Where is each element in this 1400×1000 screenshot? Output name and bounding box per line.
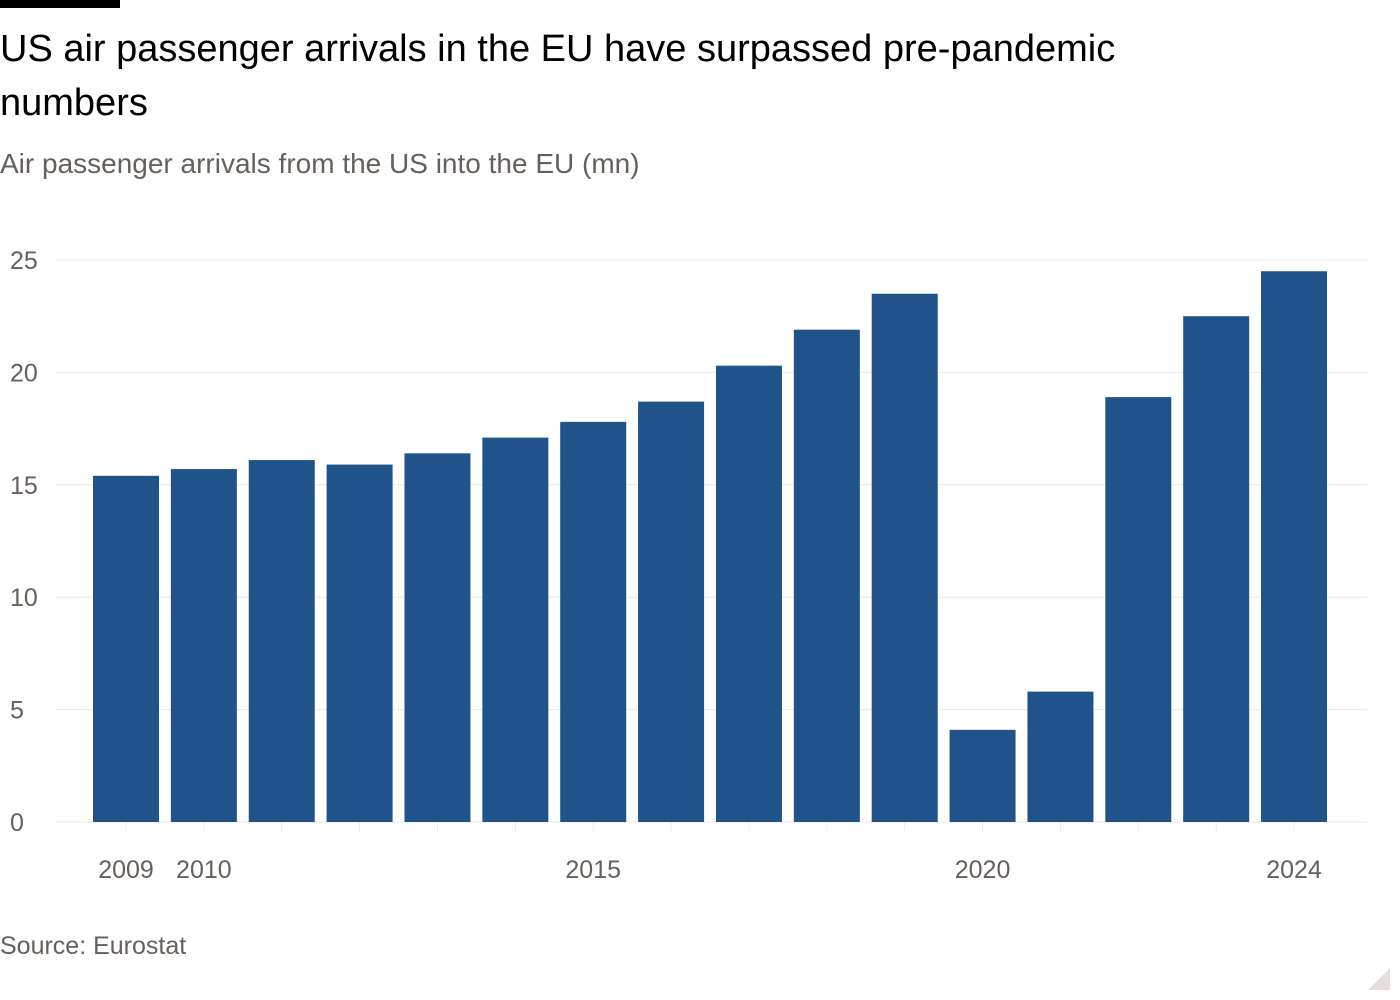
bar-2017 bbox=[715, 365, 782, 822]
bar-2014 bbox=[482, 437, 549, 822]
y-tick-label-10: 10 bbox=[10, 584, 38, 612]
brand-bar bbox=[0, 0, 120, 8]
bar-2016 bbox=[638, 401, 705, 822]
bar-2022 bbox=[1105, 397, 1172, 822]
x-axis-tick-labels: 2009 2010 2015 2020 2024 bbox=[98, 856, 1322, 884]
bar-2015 bbox=[560, 421, 627, 822]
chart-subtitle: Air passenger arrivals from the US into … bbox=[0, 148, 640, 179]
x-tick-label-2009: 2009 bbox=[98, 856, 154, 884]
x-axis-ticks bbox=[125, 822, 1295, 831]
bar-2010 bbox=[170, 469, 237, 822]
x-tick-label-2015: 2015 bbox=[565, 856, 621, 884]
y-tick-label-25: 25 bbox=[10, 247, 38, 275]
x-tick-label-2020: 2020 bbox=[955, 856, 1011, 884]
bar-2011 bbox=[248, 460, 315, 822]
y-tick-label-0: 0 bbox=[10, 809, 24, 837]
bars bbox=[93, 271, 1328, 823]
bar-2009 bbox=[93, 475, 159, 822]
bar-2023 bbox=[1183, 316, 1250, 822]
bar-2012 bbox=[326, 464, 393, 822]
bar-2013 bbox=[404, 453, 471, 822]
y-axis-tick-labels: 0 5 10 15 20 25 bbox=[10, 247, 38, 837]
bar-chart: 0 5 10 15 20 25 2009 2010 2015 2020 2024 bbox=[10, 247, 1367, 884]
y-tick-label-5: 5 bbox=[10, 697, 24, 725]
bar-2020 bbox=[949, 729, 1016, 822]
y-tick-label-20: 20 bbox=[10, 359, 38, 387]
bar-2019 bbox=[871, 293, 938, 823]
x-tick-label-2010: 2010 bbox=[176, 856, 232, 884]
bar-2024 bbox=[1261, 271, 1328, 822]
chart-title: US air passenger arrivals in the EU have… bbox=[0, 28, 1116, 124]
x-tick-label-2024: 2024 bbox=[1266, 856, 1322, 884]
corner-fold-icon bbox=[1368, 968, 1390, 990]
source-note: Source: Eurostat bbox=[0, 932, 187, 960]
y-tick-label-15: 15 bbox=[10, 472, 38, 500]
bar-2021 bbox=[1027, 691, 1094, 822]
bar-2018 bbox=[793, 329, 860, 822]
